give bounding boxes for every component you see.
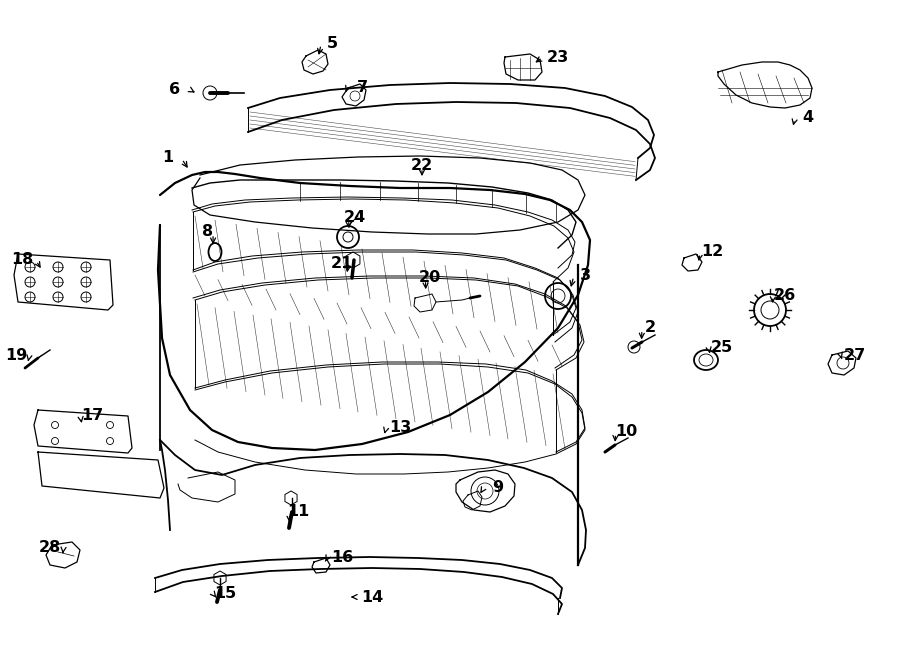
Text: 28: 28: [39, 541, 61, 555]
Text: 17: 17: [81, 408, 104, 424]
Text: 7: 7: [356, 79, 367, 95]
Text: 22: 22: [411, 159, 433, 173]
Text: 6: 6: [169, 83, 181, 98]
Text: 16: 16: [331, 551, 353, 566]
Text: 13: 13: [389, 420, 411, 436]
Text: 8: 8: [202, 225, 213, 239]
Text: 26: 26: [774, 288, 796, 303]
Text: 15: 15: [214, 586, 236, 600]
Text: 11: 11: [287, 504, 309, 520]
Text: 12: 12: [701, 245, 723, 260]
Text: 19: 19: [4, 348, 27, 364]
Text: 9: 9: [492, 481, 504, 496]
Text: 23: 23: [547, 50, 569, 65]
Text: 18: 18: [11, 253, 33, 268]
Text: 24: 24: [344, 210, 366, 225]
Text: 20: 20: [418, 270, 441, 286]
Text: 10: 10: [615, 424, 637, 440]
Text: 4: 4: [803, 110, 814, 126]
Text: 3: 3: [580, 268, 590, 282]
Text: 2: 2: [644, 321, 655, 336]
Text: 25: 25: [711, 340, 733, 356]
Text: 5: 5: [327, 36, 338, 50]
Text: 27: 27: [844, 348, 866, 362]
Text: 1: 1: [162, 151, 174, 165]
Text: 14: 14: [361, 590, 383, 605]
Text: 21: 21: [331, 256, 353, 270]
